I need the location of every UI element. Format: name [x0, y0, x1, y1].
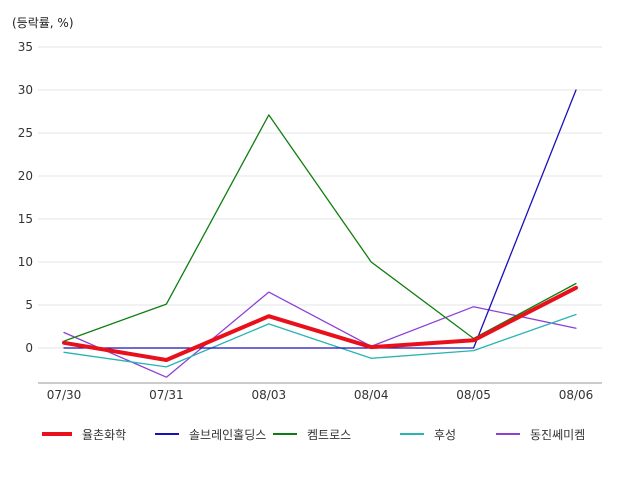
- line-chart: 35 30 25 20 15 10 5 0 07/30 07/31 08/03 08/04 08/05…: [18, 40, 602, 402]
- x-tick-label: 08/04: [354, 388, 389, 402]
- x-tick-label: 08/05: [456, 388, 491, 402]
- legend-label: 솔브레인홀딩스: [189, 427, 267, 442]
- series-line-1: [63, 89, 577, 349]
- legend-swatch: [400, 433, 424, 435]
- legend: 율촌화학 솔브레인홀딩스 켐트로스 후성 동진쎄미켐: [0, 424, 640, 444]
- x-tick-label: 07/31: [149, 388, 184, 402]
- x-axis-ticks: 07/30 07/31 08/03 08/04 08/05 08/06: [47, 388, 594, 402]
- series-line-0: [62, 285, 578, 362]
- y-tick-label: 20: [18, 169, 33, 183]
- legend-label: 율촌화학: [82, 427, 127, 442]
- x-tick-label: 08/03: [252, 388, 287, 402]
- y-tick-label: 5: [25, 298, 33, 312]
- y-tick-label: 0: [25, 341, 33, 355]
- legend-swatch: [42, 432, 72, 436]
- legend-label: 켐트로스: [307, 427, 352, 442]
- y-tick-label: 35: [18, 40, 33, 54]
- legend-item-4: 동진쎄미켐: [496, 424, 585, 444]
- y-tick-label: 15: [18, 212, 33, 226]
- legend-item-2: 켐트로스: [273, 424, 351, 444]
- y-tick-label: 25: [18, 126, 33, 140]
- series-lines: [62, 89, 578, 378]
- y-axis-ticks: 35 30 25 20 15 10 5 0: [18, 40, 33, 355]
- legend-swatch: [496, 433, 520, 435]
- legend-label: 동진쎄미켐: [530, 427, 586, 442]
- legend-label: 후성: [434, 427, 457, 442]
- gridlines: [38, 46, 602, 349]
- x-tick-label: 07/30: [47, 388, 82, 402]
- y-tick-label: 10: [18, 255, 33, 269]
- legend-item-0: 율촌화학: [42, 424, 126, 444]
- y-tick-label: 30: [18, 83, 33, 97]
- series-line-2: [63, 114, 577, 342]
- unit-label: (등락률, %): [12, 16, 74, 30]
- x-tick-label: 08/06: [559, 388, 594, 402]
- series-line-4: [63, 291, 577, 378]
- legend-item-3: 후성: [400, 424, 456, 444]
- series-line-3: [63, 313, 577, 368]
- legend-item-1: 솔브레인홀딩스: [155, 424, 266, 444]
- legend-swatch: [273, 433, 297, 435]
- legend-swatch: [155, 433, 179, 435]
